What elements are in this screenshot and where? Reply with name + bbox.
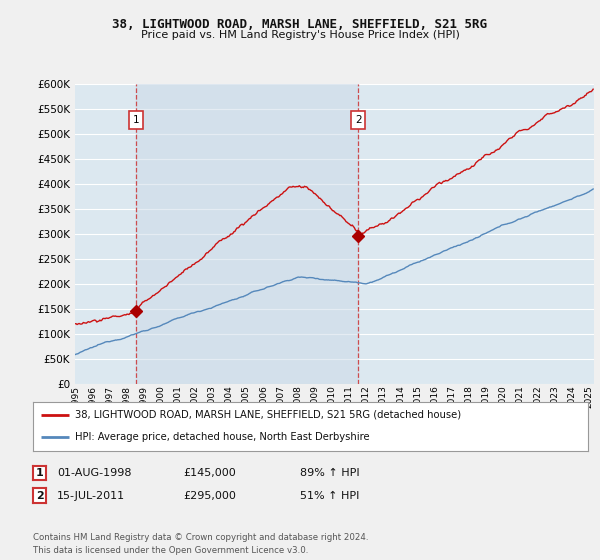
- Text: 38, LIGHTWOOD ROAD, MARSH LANE, SHEFFIELD, S21 5RG: 38, LIGHTWOOD ROAD, MARSH LANE, SHEFFIEL…: [113, 18, 487, 31]
- Text: 01-AUG-1998: 01-AUG-1998: [57, 468, 131, 478]
- Text: 2: 2: [36, 491, 43, 501]
- Text: Price paid vs. HM Land Registry's House Price Index (HPI): Price paid vs. HM Land Registry's House …: [140, 30, 460, 40]
- Text: 51% ↑ HPI: 51% ↑ HPI: [300, 491, 359, 501]
- Text: £145,000: £145,000: [183, 468, 236, 478]
- Text: Contains HM Land Registry data © Crown copyright and database right 2024.
This d: Contains HM Land Registry data © Crown c…: [33, 533, 368, 554]
- Text: 1: 1: [133, 115, 140, 125]
- Bar: [136, 84, 358, 384]
- Text: 15-JUL-2011: 15-JUL-2011: [57, 491, 125, 501]
- Text: HPI: Average price, detached house, North East Derbyshire: HPI: Average price, detached house, Nort…: [74, 432, 369, 442]
- Text: £295,000: £295,000: [183, 491, 236, 501]
- Text: 2: 2: [355, 115, 362, 125]
- Text: 38, LIGHTWOOD ROAD, MARSH LANE, SHEFFIELD, S21 5RG (detached house): 38, LIGHTWOOD ROAD, MARSH LANE, SHEFFIEL…: [74, 410, 461, 420]
- Text: 89% ↑ HPI: 89% ↑ HPI: [300, 468, 359, 478]
- Text: 1: 1: [36, 468, 43, 478]
